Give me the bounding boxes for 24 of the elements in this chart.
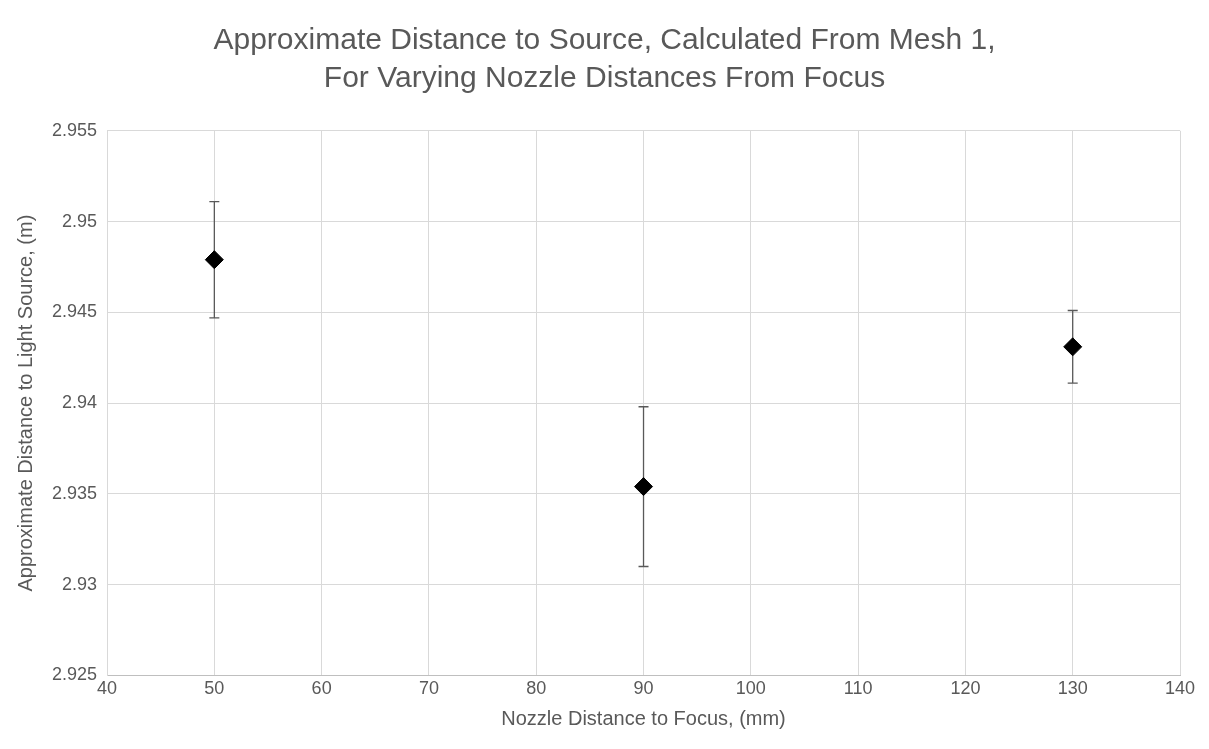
y-tick-label: 2.95 <box>62 210 98 231</box>
x-tick-label: 40 <box>97 678 118 699</box>
y-tick-label: 2.955 <box>52 119 98 140</box>
x-tick-label: 100 <box>735 678 766 699</box>
y-axis-title: Approximate Distance to Light Source, (m) <box>13 214 36 592</box>
x-tick-label: 80 <box>526 678 547 699</box>
point <box>634 477 654 497</box>
x-tick-label: 70 <box>418 678 439 699</box>
point <box>204 250 224 270</box>
y-tick-label: 2.945 <box>52 301 98 322</box>
y-tick-label: 2.94 <box>62 392 98 413</box>
x-tick-label: 90 <box>633 678 654 699</box>
x-tick-label: 60 <box>311 678 332 699</box>
x-tick-label: 110 <box>843 678 873 699</box>
point <box>1063 337 1083 357</box>
x-tick-label: 50 <box>204 678 225 699</box>
chart-title: Approximate Distance to Source, Calculated From Mesh 1, For Varying Nozzle Distances From Focus <box>212 21 997 95</box>
y-tick-label: 2.925 <box>52 664 98 685</box>
x-tick-label: 140 <box>1164 678 1196 699</box>
y-tick-label: 2.935 <box>52 482 98 503</box>
x-tick-label: 130 <box>1057 678 1088 699</box>
x-axis-title: Nozzle Distance to Focus, (mm) <box>501 706 786 729</box>
y-tick-label: 2.93 <box>62 573 98 594</box>
x-tick-label: 120 <box>950 678 981 699</box>
